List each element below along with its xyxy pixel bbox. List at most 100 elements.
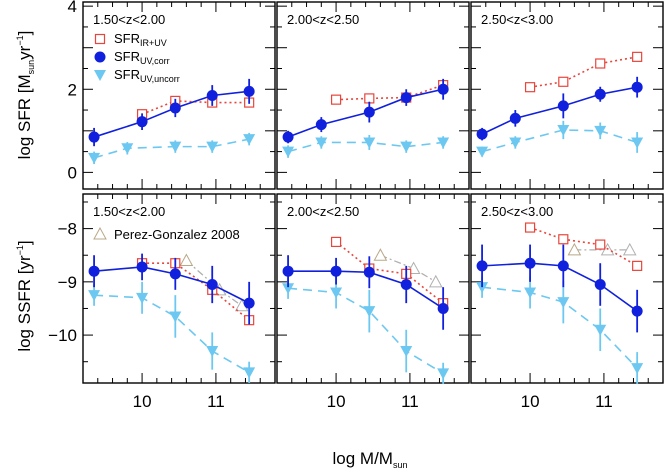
point-corr [437, 83, 449, 95]
point-ir [524, 82, 536, 93]
legend-marker-ir [94, 33, 106, 45]
point-uncorr [594, 125, 607, 137]
legend-label-main: SFR [114, 31, 140, 46]
legend-marker-uncorr [94, 70, 106, 81]
point-corr [315, 119, 327, 131]
point-ir [558, 234, 569, 245]
point-corr [206, 90, 218, 101]
ylabel-sfr-sub: sun [26, 60, 36, 75]
point-ir [595, 239, 606, 250]
point-corr [169, 268, 181, 280]
point-corr [136, 261, 148, 273]
point-uncorr [206, 346, 219, 358]
ylabel-sfr-close: ] [15, 31, 34, 36]
legend-label-sub: UV,corr [140, 56, 170, 66]
ylabel-sfr-sup: −1 [15, 35, 25, 45]
panel-ssfr-1: −8 −9 −10 10 11 1.50<z<2.00 Perez-Gonzalez 200… [48, 193, 276, 411]
panel-ssfr-3: 10 11 2.50<z<3.00 [470, 193, 664, 411]
x-tick-label: 10 [521, 392, 540, 411]
point-ir [558, 76, 569, 87]
panel-frame [276, 193, 470, 384]
legend-marker-pg [93, 226, 107, 240]
point-uncorr [121, 143, 134, 155]
y-tick-label: 2 [68, 80, 77, 99]
point-ir [632, 51, 643, 62]
point-ir [632, 260, 643, 271]
point-pg [428, 274, 443, 288]
panel-frame [470, 1, 664, 190]
legend-label-main: SFR [114, 49, 140, 64]
point-corr [400, 92, 412, 104]
x-tick-label: 11 [401, 392, 419, 411]
point-pg [179, 253, 194, 267]
point-ir [524, 222, 536, 233]
point-uncorr [476, 282, 489, 294]
panel-frame [82, 193, 276, 384]
point-uncorr [509, 137, 522, 149]
point-ir [330, 236, 342, 248]
point-uncorr [594, 324, 607, 336]
series-line-ir [335, 241, 444, 304]
xlabel: log M/Msun [333, 449, 408, 470]
panel-redshift-label: 1.50<z<2.00 [93, 204, 165, 219]
legend-label-ir: SFRIR+UV [114, 31, 167, 48]
point-uncorr [557, 297, 570, 309]
point-corr [169, 102, 181, 114]
ylabel-ssfr-close: ] [15, 240, 34, 245]
point-uncorr [631, 363, 644, 375]
point-uncorr [557, 124, 570, 136]
legend-label-corr: SFRUV,corr [114, 49, 170, 66]
point-uncorr [437, 368, 450, 380]
point-corr [631, 81, 643, 93]
point-corr [509, 112, 521, 124]
point-corr [363, 266, 375, 278]
series-line-ir [529, 226, 638, 267]
y-tick-label: −8 [58, 220, 77, 239]
point-pg [373, 248, 388, 261]
point-uncorr [169, 141, 182, 153]
ylabel-sfr-main: log SFR [M [15, 74, 34, 159]
series-line-corr [482, 262, 638, 312]
point-corr [243, 85, 255, 97]
panel-redshift-label: 2.50<z<3.00 [481, 204, 553, 219]
point-pg [622, 242, 637, 256]
y-tick-label: 0 [68, 163, 77, 182]
point-uncorr [631, 137, 644, 149]
point-uncorr [363, 306, 376, 318]
panel-redshift-label: 1.50<z<2.00 [93, 12, 165, 27]
point-corr [594, 88, 606, 100]
point-corr [476, 128, 488, 140]
legend-label-main: SFR [114, 67, 140, 82]
ylabel-sfr-tail: yr [15, 45, 34, 60]
panel-redshift-label: 2.00<z<2.50 [287, 12, 359, 27]
xlabel-sub: sun [393, 460, 408, 470]
series-line-uncorr [94, 294, 250, 374]
point-uncorr [282, 146, 295, 158]
point-pg [567, 242, 582, 256]
point-corr [282, 131, 294, 143]
ylabel-ssfr: log SSFR [yr−1] [15, 240, 34, 351]
series-line-ir [141, 100, 250, 115]
point-ir [330, 94, 342, 105]
series-line-pg [185, 260, 243, 307]
ylabel-ssfr-sup: −1 [15, 245, 25, 255]
point-ir [595, 58, 606, 69]
x-tick-label: 11 [595, 392, 613, 411]
point-uncorr [330, 287, 343, 299]
series-line-uncorr [287, 141, 444, 153]
ylabel-sfr: log SFR [Msunyr−1] [15, 31, 36, 160]
panel-frame [276, 1, 470, 190]
point-corr [437, 302, 449, 314]
point-uncorr [476, 146, 489, 158]
point-uncorr [315, 137, 328, 149]
point-uncorr [524, 287, 537, 299]
point-corr [363, 106, 375, 118]
legend-label-pg: Perez-Gonzalez 2008 [114, 227, 240, 242]
legend-marker-corr [94, 51, 106, 63]
panel-sfr-2: 2.00<z<2.50 [276, 1, 470, 190]
point-uncorr [400, 346, 413, 358]
point-corr [88, 265, 100, 277]
series-line-ir [336, 84, 444, 101]
x-tick-label: 10 [327, 392, 346, 411]
point-corr [594, 279, 606, 291]
